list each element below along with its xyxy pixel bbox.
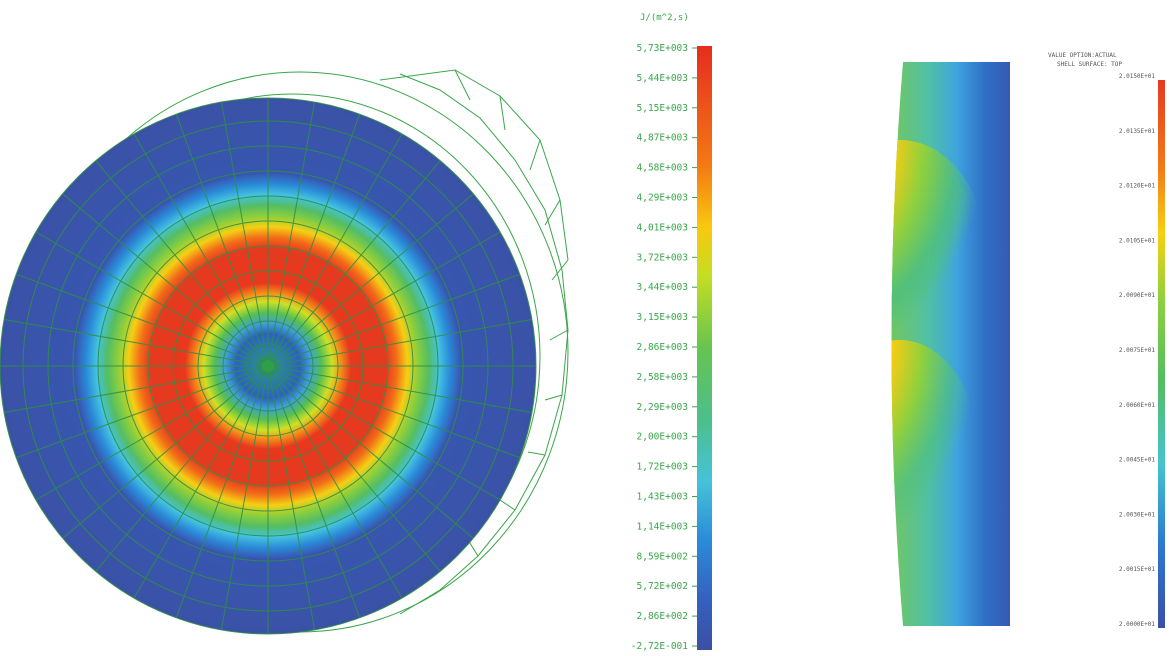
mesh-spoke <box>268 371 316 631</box>
mesh-spoke <box>270 133 403 362</box>
left-scale-tick-label: 1,72E+003 <box>637 462 688 473</box>
left-color-scale: J/(m^2,s) 5,73E+003 5,44E+003 5,15E+003 4,8… <box>631 13 712 652</box>
mesh-spoke <box>270 370 403 599</box>
right-scale-bar <box>1158 80 1165 628</box>
mesh-spoke <box>272 231 501 364</box>
mesh-spoke <box>133 133 266 362</box>
mesh-spoke <box>62 193 264 363</box>
left-scale-tick-label: 2,58E+003 <box>637 372 688 383</box>
mesh-spoke <box>3 366 263 414</box>
left-scale-tick-label: 5,72E+002 <box>637 581 688 592</box>
right-scale-tick-label: 2.0105E+01 <box>1119 237 1156 244</box>
mesh-spoke <box>62 369 264 539</box>
mesh-spoke <box>271 370 441 572</box>
hot-spot-lower <box>891 340 978 560</box>
hot-spot-upper <box>891 145 978 355</box>
right-scale-tick-label: 2.0045E+01 <box>1119 457 1156 464</box>
mesh-spoke <box>133 370 266 599</box>
right-scale-tick-label: 2.0015E+01 <box>1119 566 1156 573</box>
right-scale-title-1: VALUE OPTION:ACTUAL <box>1048 52 1117 59</box>
left-scale-tick-label: 8,59E+002 <box>637 551 688 562</box>
mesh-spoke <box>273 273 521 365</box>
mesh-spoke <box>271 160 441 362</box>
left-scale-tick-label: 3,15E+003 <box>637 312 688 323</box>
left-scale-tick-label: 1,43E+003 <box>637 492 688 503</box>
mesh-spoke <box>220 101 268 361</box>
mesh-spoke <box>273 366 533 414</box>
left-scale-bar <box>697 46 712 650</box>
left-scale-tick-label: 4,01E+003 <box>637 222 688 233</box>
left-scale-tick-label: 1,14E+003 <box>637 521 688 532</box>
mesh-spoke <box>272 368 501 501</box>
mesh-spoke <box>269 371 361 619</box>
left-scale-tick-label: 5,73E+003 <box>637 43 688 54</box>
shell-strip <box>891 62 1010 626</box>
left-scale-tick-label: 5,15E+003 <box>637 103 688 114</box>
left-scale-tick-label: 5,44E+003 <box>637 73 688 84</box>
mesh-spoke <box>175 371 267 619</box>
left-scale-tick-label: 4,58E+003 <box>637 163 688 174</box>
mesh-spoke <box>95 160 265 362</box>
right-color-scale: VALUE OPTION:ACTUAL SHELL SURFACE: TOP 2… <box>1048 52 1165 628</box>
mesh-spoke <box>35 231 264 364</box>
left-scale-tick-label: 4,29E+003 <box>637 193 688 204</box>
mesh-spoke <box>268 101 316 361</box>
left-scale-tick-label: 3,72E+003 <box>637 252 688 263</box>
mesh-spoke <box>175 113 267 361</box>
right-scale-tick-label: 2.0030E+01 <box>1119 511 1156 518</box>
right-scale-tick-label: 2.0090E+01 <box>1119 292 1156 299</box>
mesh-spoke <box>3 318 263 366</box>
mesh-spoke <box>269 113 361 361</box>
right-scale-title-2: SHELL SURFACE: TOP <box>1057 61 1122 68</box>
left-scale-tick-label: 2,86E+003 <box>637 342 688 353</box>
heat-flux-disc <box>0 97 537 635</box>
mesh-spoke <box>95 370 265 572</box>
mesh-spoke <box>273 318 533 366</box>
right-scale-tick-label: 2.0000E+01 <box>1119 621 1156 628</box>
disc-center-node <box>262 360 274 372</box>
mesh-spoke <box>273 367 521 459</box>
mesh-spoke <box>272 193 474 363</box>
left-scale-tick-label: 4,87E+003 <box>637 133 688 144</box>
right-scale-tick-label: 2.0150E+01 <box>1119 73 1156 80</box>
mesh-spoke <box>15 273 263 365</box>
left-scale-tick-label: 2,29E+003 <box>637 402 688 413</box>
left-scale-unit: J/(m^2,s) <box>640 13 689 23</box>
right-scale-tick-label: 2.0075E+01 <box>1119 347 1156 354</box>
right-scale-tick-label: 2.0135E+01 <box>1119 128 1156 135</box>
left-scale-tick-label: 2,00E+003 <box>637 432 688 443</box>
mesh-spoke <box>35 368 264 501</box>
mesh-spoke <box>15 367 263 459</box>
mesh-spoke <box>272 369 474 539</box>
mesh-spoke <box>220 371 268 631</box>
right-scale-tick-label: 2.0120E+01 <box>1119 183 1156 190</box>
left-scale-tick-label: -2,72E-001 <box>631 641 688 652</box>
left-scale-tick-label: 3,44E+003 <box>637 282 688 293</box>
left-scale-tick-label: 2,86E+002 <box>637 611 688 622</box>
right-scale-tick-label: 2.0060E+01 <box>1119 402 1156 409</box>
